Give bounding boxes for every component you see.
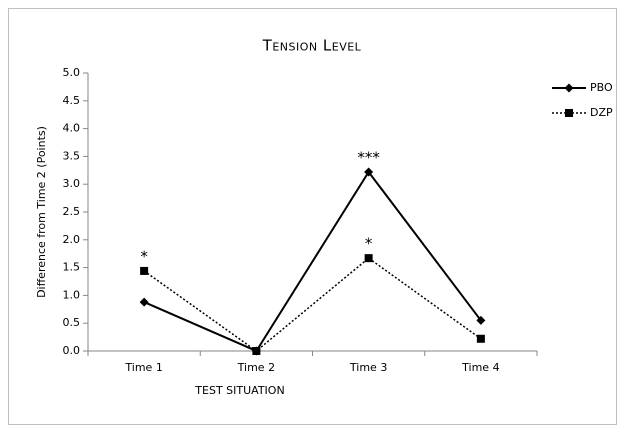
y-tick-label: 4.5 (63, 94, 81, 107)
marker (252, 347, 261, 355)
y-tick-label: 1.0 (63, 288, 81, 301)
y-axis-label: Difference from Time 2 (Points) (35, 126, 48, 298)
y-tick-label: 3.5 (63, 149, 81, 162)
legend-label: DZP (590, 106, 613, 119)
marker (476, 334, 485, 343)
annotation: * (365, 235, 373, 253)
y-tick-label: 1.5 (63, 261, 81, 274)
series-line (143, 170, 482, 353)
marker (139, 297, 149, 307)
y-tick-label: 0.5 (63, 316, 81, 329)
x-tick-label: Time 2 (237, 361, 275, 374)
y-tick-label: 2.0 (63, 233, 81, 246)
annotation: * (140, 247, 148, 265)
legend-marker (565, 109, 573, 117)
chart-border (8, 8, 617, 425)
marker (476, 315, 486, 325)
y-tick-label: 0.0 (63, 344, 81, 357)
x-tick-label: Time 4 (461, 361, 499, 374)
y-tick-label: 5.0 (63, 66, 81, 79)
x-tick-label: Time 1 (124, 361, 162, 374)
x-tick-label: Time 3 (349, 361, 387, 374)
marker (364, 254, 373, 263)
x-axis-label: TEST SITUATION (194, 384, 284, 397)
series-line (143, 257, 482, 352)
chart-title: Tension Level (262, 37, 362, 55)
y-tick-label: 2.5 (63, 205, 81, 218)
legend-label: PBO (590, 81, 613, 94)
y-tick-label: 3.0 (63, 177, 81, 190)
marker (140, 266, 149, 275)
legend-marker (564, 83, 574, 93)
annotation: *** (357, 148, 380, 166)
marker (364, 167, 374, 177)
y-tick-label: 4.0 (63, 122, 81, 135)
